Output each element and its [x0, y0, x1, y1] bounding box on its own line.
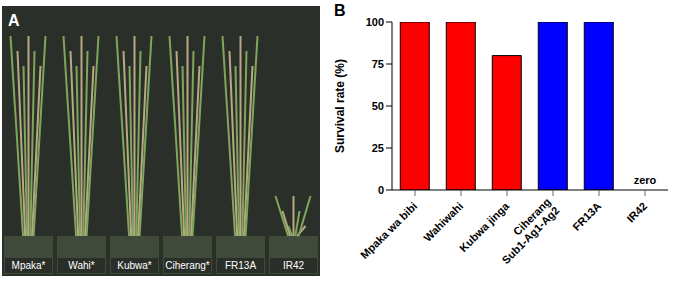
svg-text:Kubwa*: Kubwa* — [117, 260, 152, 271]
svg-text:Survival rate (%): Survival rate (%) — [333, 59, 347, 153]
svg-text:FR13A: FR13A — [570, 200, 603, 233]
svg-text:25: 25 — [372, 142, 384, 154]
svg-text:FR13A: FR13A — [225, 260, 256, 271]
svg-text:IR42: IR42 — [624, 200, 649, 225]
html-text:B: B — [334, 2, 346, 19]
svg-text:Mpaka*: Mpaka* — [12, 260, 46, 271]
svg-text:Kubwa jinga: Kubwa jinga — [457, 199, 512, 254]
svg-text:0: 0 — [378, 184, 384, 196]
svg-text:75: 75 — [372, 58, 384, 70]
svg-text:zero: zero — [634, 174, 657, 186]
svg-text:Mpaka wa bibi: Mpaka wa bibi — [358, 200, 419, 261]
svg-text:100: 100 — [366, 16, 384, 28]
svg-text:Wahi*: Wahi* — [68, 260, 94, 271]
svg-text:CiherangSub1-Ag1-Ag2: CiherangSub1-Ag1-Ag2 — [491, 196, 562, 267]
svg-text:IR42: IR42 — [283, 260, 305, 271]
svg-text:A: A — [8, 12, 20, 29]
svg-text:Wahiwahi: Wahiwahi — [421, 200, 465, 244]
svg-text:Ciherang*: Ciherang* — [165, 260, 210, 271]
svg-text:50: 50 — [372, 100, 384, 112]
